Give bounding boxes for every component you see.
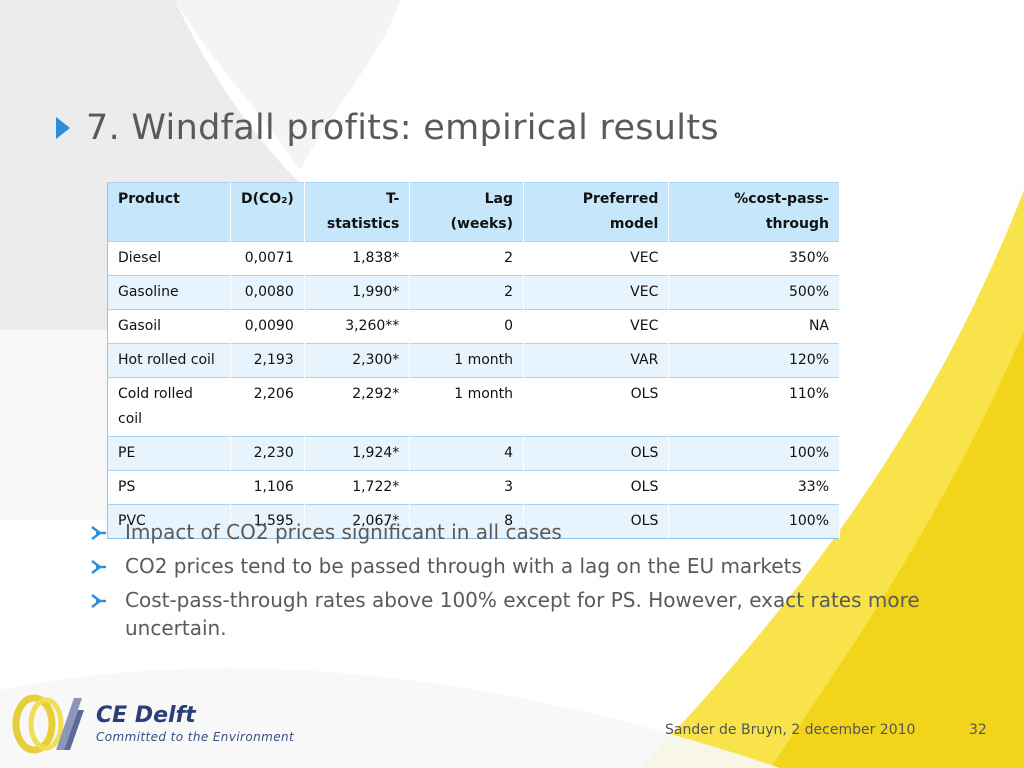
bullet-text: Impact of CO2 prices significant in all … bbox=[125, 520, 562, 544]
cell-cost-pass-through: 120% bbox=[668, 343, 840, 378]
table-row: PS 1,106 1,722* 3 OLS 33% bbox=[107, 470, 840, 505]
table-row: PVC 1,595 2,067* 8 OLS 100% bbox=[107, 504, 840, 539]
header-lag: Lag (weeks) bbox=[409, 182, 525, 242]
bullet-list: Impact of CO2 prices significant in all … bbox=[90, 518, 930, 648]
bullet-text: CO2 prices tend to be passed through wit… bbox=[125, 554, 802, 578]
header-preferred-model: Preferred model bbox=[523, 182, 670, 242]
cell-preferred-model: VEC bbox=[523, 275, 670, 310]
chevron-arrow-icon bbox=[91, 594, 106, 608]
table-row: Gasoil 0,0090 3,260** 0 VEC NA bbox=[107, 309, 840, 344]
cell-lag: 1 month bbox=[409, 343, 525, 378]
cell-preferred-model: VEC bbox=[523, 309, 670, 344]
cell-t-statistics: 2,292* bbox=[304, 377, 411, 437]
triangle-right-icon bbox=[56, 117, 70, 139]
cell-product: Gasoil bbox=[107, 309, 231, 344]
table-row: Hot rolled coil 2,193 2,300* 1 month VAR… bbox=[107, 343, 840, 378]
cell-t-statistics: 3,260** bbox=[304, 309, 411, 344]
cell-dco2: 0,0090 bbox=[230, 309, 305, 344]
footer-author-date: Sander de Bruyn, 2 december 2010 bbox=[665, 722, 916, 738]
cell-preferred-model: OLS bbox=[523, 436, 670, 471]
slide-title: 7. Windfall profits: empirical results bbox=[86, 108, 719, 148]
cell-product: PVC bbox=[107, 504, 231, 539]
table-row: Gasoline 0,0080 1,990* 2 VEC 500% bbox=[107, 275, 840, 310]
cell-dco2: 2,230 bbox=[230, 436, 305, 471]
cell-lag: 2 bbox=[409, 275, 525, 310]
cell-lag: 4 bbox=[409, 436, 525, 471]
cell-product: Diesel bbox=[107, 241, 231, 276]
chevron-arrow-icon bbox=[91, 526, 106, 540]
cell-preferred-model: OLS bbox=[523, 470, 670, 505]
cell-cost-pass-through: 350% bbox=[668, 241, 840, 276]
header-cost-pass-through: %cost-pass-through bbox=[668, 182, 840, 242]
cell-preferred-model: VEC bbox=[523, 241, 670, 276]
cell-t-statistics: 1,722* bbox=[304, 470, 411, 505]
cell-preferred-model: OLS bbox=[523, 504, 670, 539]
cell-dco2: 1,106 bbox=[230, 470, 305, 505]
cell-product: Cold rolled coil bbox=[107, 377, 231, 437]
results-table: Product D(CO₂) T-statistics Lag (weeks) … bbox=[107, 182, 840, 539]
cell-product: PE bbox=[107, 436, 231, 471]
cell-cost-pass-through: NA bbox=[668, 309, 840, 344]
chevron-arrow-icon bbox=[91, 560, 106, 574]
cell-lag: 0 bbox=[409, 309, 525, 344]
cell-dco2: 0,0080 bbox=[230, 275, 305, 310]
logo-tagline: Committed to the Environment bbox=[96, 730, 295, 744]
cell-product: Gasoline bbox=[107, 275, 231, 310]
header-product: Product bbox=[107, 182, 231, 242]
cell-preferred-model: OLS bbox=[523, 377, 670, 437]
ce-delft-logo-icon bbox=[12, 694, 84, 754]
cell-t-statistics: 1,924* bbox=[304, 436, 411, 471]
cell-lag: 3 bbox=[409, 470, 525, 505]
title-row: 7. Windfall profits: empirical results bbox=[54, 108, 719, 148]
cell-cost-pass-through: 100% bbox=[668, 504, 840, 539]
header-t-statistics: T-statistics bbox=[304, 182, 411, 242]
cell-dco2: 0,0071 bbox=[230, 241, 305, 276]
cell-t-statistics: 2,067* bbox=[304, 504, 411, 539]
cell-cost-pass-through: 100% bbox=[668, 436, 840, 471]
table-row: Diesel 0,0071 1,838* 2 VEC 350% bbox=[107, 241, 840, 276]
cell-t-statistics: 1,838* bbox=[304, 241, 411, 276]
cell-product: Hot rolled coil bbox=[107, 343, 231, 378]
table-header-row: Product D(CO₂) T-statistics Lag (weeks) … bbox=[107, 182, 840, 242]
bullet-item: Impact of CO2 prices significant in all … bbox=[90, 518, 930, 546]
cell-cost-pass-through: 500% bbox=[668, 275, 840, 310]
cell-product: PS bbox=[107, 470, 231, 505]
ce-delft-logo: CE Delft Committed to the Environment bbox=[12, 692, 294, 756]
cell-t-statistics: 1,990* bbox=[304, 275, 411, 310]
footer-page-number: 32 bbox=[969, 722, 987, 738]
cell-lag: 1 month bbox=[409, 377, 525, 437]
logo-text: CE Delft Committed to the Environment bbox=[96, 703, 294, 745]
cell-dco2: 1,595 bbox=[230, 504, 305, 539]
cell-t-statistics: 2,300* bbox=[304, 343, 411, 378]
cell-dco2: 2,206 bbox=[230, 377, 305, 437]
cell-cost-pass-through: 33% bbox=[668, 470, 840, 505]
table-row: Cold rolled coil 2,206 2,292* 1 month OL… bbox=[107, 377, 840, 437]
table-row: PE 2,230 1,924* 4 OLS 100% bbox=[107, 436, 840, 471]
cell-lag: 2 bbox=[409, 241, 525, 276]
cell-preferred-model: VAR bbox=[523, 343, 670, 378]
bullet-item: Cost-pass-through rates above 100% excep… bbox=[90, 586, 930, 642]
bullet-item: CO2 prices tend to be passed through wit… bbox=[90, 552, 930, 580]
cell-lag: 8 bbox=[409, 504, 525, 539]
bullet-text: Cost-pass-through rates above 100% excep… bbox=[125, 588, 920, 640]
cell-dco2: 2,193 bbox=[230, 343, 305, 378]
cell-cost-pass-through: 110% bbox=[668, 377, 840, 437]
logo-name: CE Delft bbox=[96, 703, 196, 728]
header-dco2: D(CO₂) bbox=[230, 182, 305, 242]
